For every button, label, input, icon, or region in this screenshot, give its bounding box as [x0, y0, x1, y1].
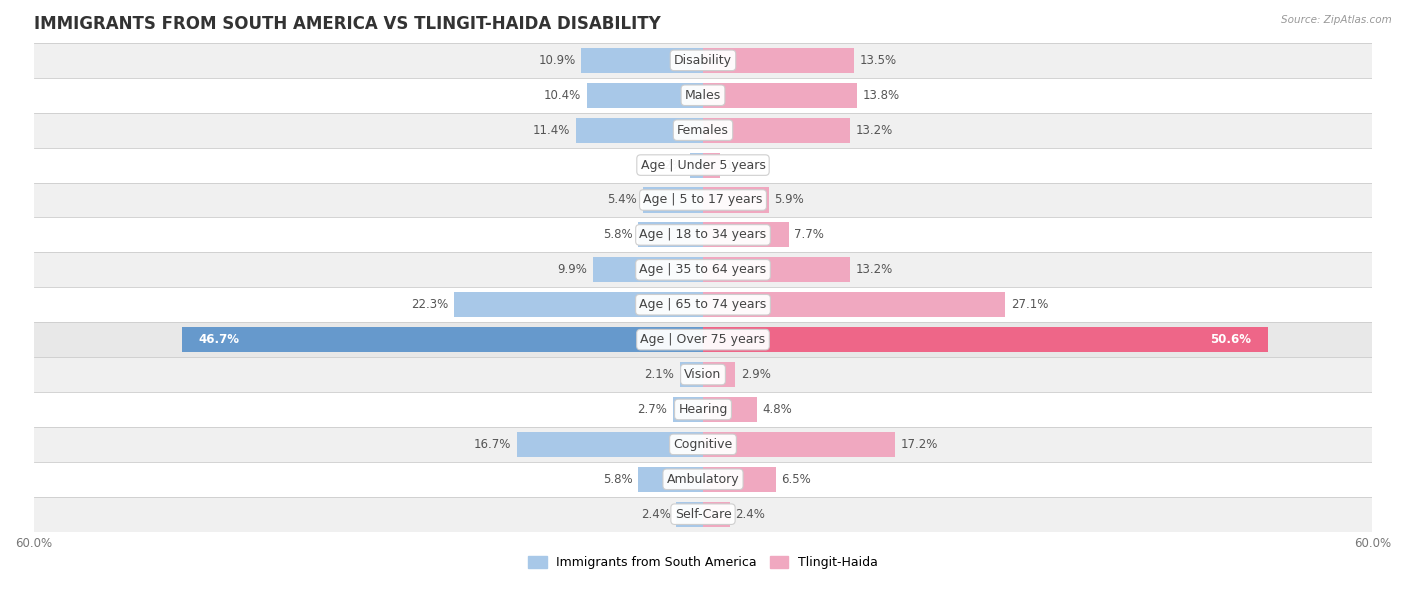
Bar — [576, 118, 703, 143]
Text: 16.7%: 16.7% — [474, 438, 512, 451]
Bar — [34, 78, 1372, 113]
Text: Hearing: Hearing — [678, 403, 728, 416]
Bar — [34, 462, 1372, 497]
Text: 2.7%: 2.7% — [637, 403, 668, 416]
Text: 13.2%: 13.2% — [856, 263, 893, 276]
Text: Age | 35 to 64 years: Age | 35 to 64 years — [640, 263, 766, 276]
Text: Males: Males — [685, 89, 721, 102]
Bar — [454, 292, 703, 317]
Text: Self-Care: Self-Care — [675, 508, 731, 521]
Bar — [34, 113, 1372, 147]
Text: Age | 18 to 34 years: Age | 18 to 34 years — [640, 228, 766, 241]
Text: 2.4%: 2.4% — [641, 508, 671, 521]
Text: 5.8%: 5.8% — [603, 473, 633, 486]
Text: 5.8%: 5.8% — [603, 228, 633, 241]
Bar — [34, 392, 1372, 427]
Text: 10.9%: 10.9% — [538, 54, 576, 67]
Text: Age | 5 to 17 years: Age | 5 to 17 years — [644, 193, 762, 206]
Text: 13.8%: 13.8% — [862, 89, 900, 102]
Bar — [703, 502, 730, 527]
Bar — [582, 48, 703, 73]
Bar — [703, 257, 851, 282]
Bar — [703, 362, 735, 387]
Bar — [586, 83, 703, 108]
Text: 9.9%: 9.9% — [557, 263, 586, 276]
Text: 5.4%: 5.4% — [607, 193, 637, 206]
Bar — [703, 152, 720, 177]
Bar — [34, 322, 1372, 357]
Bar — [516, 432, 703, 457]
Text: 13.2%: 13.2% — [856, 124, 893, 136]
Bar — [703, 467, 776, 492]
Bar — [34, 182, 1372, 217]
Bar — [34, 497, 1372, 532]
Text: 1.5%: 1.5% — [725, 159, 755, 171]
Bar — [703, 397, 756, 422]
Bar — [703, 292, 1005, 317]
Bar — [34, 43, 1372, 78]
Bar — [703, 432, 894, 457]
Bar — [34, 252, 1372, 287]
Bar — [34, 147, 1372, 182]
Bar — [673, 397, 703, 422]
Bar — [703, 48, 853, 73]
Bar — [34, 427, 1372, 462]
Text: Cognitive: Cognitive — [673, 438, 733, 451]
Text: Age | 65 to 74 years: Age | 65 to 74 years — [640, 298, 766, 312]
Bar — [676, 502, 703, 527]
Text: 2.1%: 2.1% — [644, 368, 673, 381]
Text: Females: Females — [678, 124, 728, 136]
Bar — [679, 362, 703, 387]
Text: 11.4%: 11.4% — [533, 124, 571, 136]
Text: 7.7%: 7.7% — [794, 228, 824, 241]
Bar — [703, 222, 789, 247]
Bar — [592, 257, 703, 282]
Text: Source: ZipAtlas.com: Source: ZipAtlas.com — [1281, 15, 1392, 25]
Text: 2.9%: 2.9% — [741, 368, 770, 381]
Bar — [34, 217, 1372, 252]
Text: Ambulatory: Ambulatory — [666, 473, 740, 486]
Bar — [689, 152, 703, 177]
Bar — [34, 357, 1372, 392]
Text: 27.1%: 27.1% — [1011, 298, 1049, 312]
Text: 22.3%: 22.3% — [412, 298, 449, 312]
Bar — [703, 327, 1268, 352]
Bar — [34, 287, 1372, 322]
Bar — [638, 467, 703, 492]
Text: 10.4%: 10.4% — [544, 89, 582, 102]
Bar — [703, 118, 851, 143]
Text: 13.5%: 13.5% — [859, 54, 897, 67]
Text: 5.9%: 5.9% — [775, 193, 804, 206]
Text: Age | Under 5 years: Age | Under 5 years — [641, 159, 765, 171]
Text: Vision: Vision — [685, 368, 721, 381]
Text: 46.7%: 46.7% — [198, 333, 239, 346]
Text: 50.6%: 50.6% — [1209, 333, 1251, 346]
Text: 6.5%: 6.5% — [782, 473, 811, 486]
Text: Disability: Disability — [673, 54, 733, 67]
Text: IMMIGRANTS FROM SOUTH AMERICA VS TLINGIT-HAIDA DISABILITY: IMMIGRANTS FROM SOUTH AMERICA VS TLINGIT… — [34, 15, 661, 33]
Bar — [638, 222, 703, 247]
Bar — [703, 187, 769, 212]
Text: Age | Over 75 years: Age | Over 75 years — [641, 333, 765, 346]
Legend: Immigrants from South America, Tlingit-Haida: Immigrants from South America, Tlingit-H… — [523, 551, 883, 574]
Text: 1.2%: 1.2% — [654, 159, 685, 171]
Text: 17.2%: 17.2% — [900, 438, 938, 451]
Bar — [181, 327, 703, 352]
Bar — [703, 83, 858, 108]
Text: 2.4%: 2.4% — [735, 508, 765, 521]
Bar — [643, 187, 703, 212]
Text: 4.8%: 4.8% — [762, 403, 792, 416]
